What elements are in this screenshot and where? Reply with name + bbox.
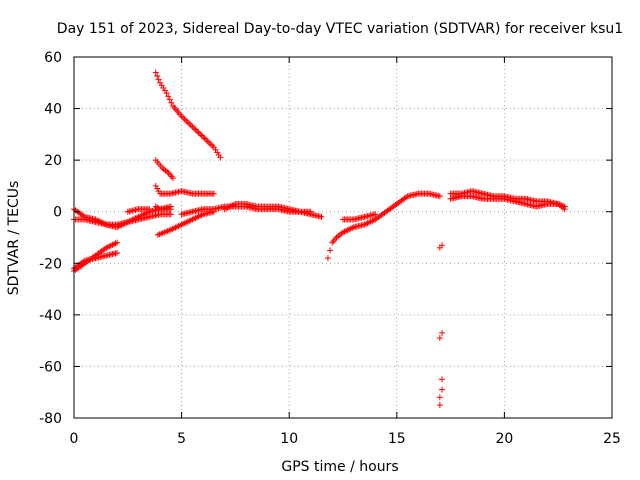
data-point-marker xyxy=(155,205,162,212)
x-tick-label: 10 xyxy=(280,431,298,447)
data-point-marker xyxy=(155,76,162,83)
data-point-marker xyxy=(167,206,174,213)
data-point-marker xyxy=(197,130,204,137)
y-tick-label: 40 xyxy=(44,102,62,118)
x-tick-label: 20 xyxy=(495,431,513,447)
data-points xyxy=(71,69,568,409)
data-point-marker xyxy=(146,206,153,213)
data-point-marker xyxy=(190,125,197,132)
x-tick-label: 5 xyxy=(177,431,186,447)
data-point-marker xyxy=(154,72,161,79)
data-point-marker xyxy=(163,90,170,97)
plot-frame xyxy=(73,56,613,419)
data-point-marker xyxy=(195,129,202,136)
data-point-marker xyxy=(209,142,216,149)
data-point-marker xyxy=(168,99,175,106)
data-point-marker xyxy=(324,255,331,262)
data-point-marker xyxy=(165,93,172,100)
data-point-marker xyxy=(201,135,208,142)
data-point-marker xyxy=(183,117,190,124)
data-point-marker xyxy=(181,116,188,123)
y-tick-label: 0 xyxy=(53,205,62,221)
y-tick-label: 20 xyxy=(44,153,62,169)
x-tick-label: 25 xyxy=(603,431,621,447)
data-point-marker xyxy=(114,249,121,256)
data-point-marker xyxy=(436,335,443,342)
data-point-marker xyxy=(166,96,173,103)
data-point-marker xyxy=(206,139,213,146)
data-point-marker xyxy=(204,138,211,145)
data-point-marker xyxy=(152,69,159,76)
y-tick-label: -40 xyxy=(39,308,62,324)
data-point-marker xyxy=(372,211,379,218)
data-point-marker xyxy=(154,185,161,192)
data-point-marker xyxy=(192,126,199,133)
x-tick-label: 0 xyxy=(70,431,79,447)
data-point-marker xyxy=(436,394,443,401)
data-point-marker xyxy=(318,213,325,220)
data-point-marker xyxy=(436,193,443,200)
data-point-marker xyxy=(186,120,193,127)
data-point-marker xyxy=(180,114,187,121)
data-point-marker xyxy=(307,208,314,215)
data-point-marker xyxy=(203,136,210,143)
data-point-marker xyxy=(217,154,224,161)
data-point-marker xyxy=(167,211,174,218)
data-point-marker xyxy=(184,119,191,126)
data-point-marker xyxy=(200,133,207,140)
data-point-marker xyxy=(152,182,159,189)
axis-ticks: 0 5 10 15 20 25 -80 -60 -40 -20 0 20 40 60 xyxy=(39,50,621,447)
x-tick-label: 15 xyxy=(388,431,406,447)
data-point-marker xyxy=(561,206,568,213)
chart-title: Day 151 of 2023, Sidereal Day-to-day VTE… xyxy=(57,21,623,37)
grid-lines xyxy=(74,57,612,418)
data-point-marker xyxy=(438,242,445,249)
data-point-marker xyxy=(193,128,200,135)
y-tick-label: -60 xyxy=(39,359,62,375)
data-point-marker xyxy=(198,132,205,139)
data-point-marker xyxy=(438,329,445,336)
data-point-marker xyxy=(189,123,196,130)
data-point-marker xyxy=(327,247,334,254)
y-axis-label: SDTVAR / TECUs xyxy=(6,181,22,296)
data-point-marker xyxy=(438,376,445,383)
y-tick-label: -80 xyxy=(39,411,62,427)
data-point-marker xyxy=(187,122,194,129)
y-tick-label: 60 xyxy=(44,50,62,66)
data-point-marker xyxy=(155,188,162,195)
y-tick-label: -20 xyxy=(39,256,62,272)
data-point-marker xyxy=(207,141,214,148)
x-axis-label: GPS time / hours xyxy=(281,459,398,475)
data-point-marker xyxy=(169,175,176,182)
data-point-marker xyxy=(438,386,445,393)
data-point-marker xyxy=(114,239,121,246)
data-point-marker xyxy=(210,190,217,197)
data-point-marker xyxy=(436,402,443,409)
